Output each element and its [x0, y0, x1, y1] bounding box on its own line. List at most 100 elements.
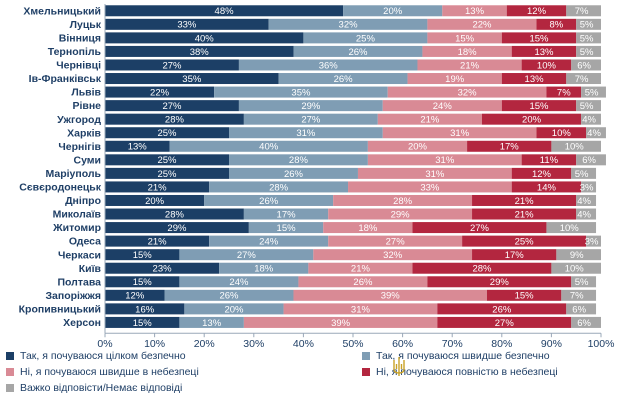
bar-value-label: 24%	[259, 237, 279, 248]
bar-segment	[283, 303, 438, 315]
bar-value-label: 9%	[570, 250, 584, 261]
bar-segment	[437, 303, 567, 315]
legend-label: Так, я почуваюся швидше безпечно	[376, 350, 550, 362]
bar-segment	[209, 181, 349, 193]
bar-segment	[105, 289, 165, 301]
bar-value-label: 31%	[450, 128, 470, 139]
bar-value-label: 15%	[515, 291, 535, 302]
bar-value-label: 4%	[577, 196, 591, 207]
bar-segment	[556, 249, 601, 261]
bar-value-label: 26%	[348, 47, 368, 58]
bar-value-label: 7%	[557, 87, 571, 98]
bar-value-label: 18%	[458, 47, 478, 58]
bar-value-label: 18%	[358, 223, 378, 234]
x-tick-label: 40%	[293, 338, 314, 350]
bar-segment	[472, 194, 577, 206]
bar-value-label: 27%	[470, 223, 490, 234]
bar-value-label: 28%	[269, 182, 289, 193]
bar-segment	[536, 127, 587, 139]
bar-value-label: 10%	[537, 60, 557, 71]
bar-segment	[105, 127, 229, 139]
bar-value-label: 15%	[133, 250, 153, 261]
category-label: Хмельницький	[23, 5, 101, 17]
bar-value-label: 27%	[386, 237, 406, 248]
bar-value-label: 19%	[445, 74, 465, 85]
x-tick-label: 30%	[243, 338, 264, 350]
bar-value-label: 32%	[458, 87, 478, 98]
bar-value-label: 31%	[425, 169, 445, 180]
bar-segment	[105, 276, 180, 288]
bar-segment	[105, 100, 239, 112]
bar-segment	[566, 303, 597, 315]
bar-value-label: 26%	[219, 291, 239, 302]
bar-segment	[472, 249, 557, 261]
bar-value-label: 39%	[331, 318, 351, 329]
bar-segment	[348, 181, 512, 193]
bar-segment	[481, 113, 582, 125]
bar-segment	[308, 262, 413, 274]
bar-segment	[367, 154, 522, 166]
legend-swatch	[362, 368, 370, 376]
x-tick-label: 60%	[392, 338, 413, 350]
bar-segment	[546, 222, 597, 234]
legend-swatch	[362, 352, 370, 360]
bar-segment	[551, 140, 601, 152]
bar-value-label: 27%	[495, 318, 515, 329]
bar-segment	[179, 249, 314, 261]
category-label: Тернопіль	[48, 46, 102, 58]
bar-value-label: 26%	[259, 196, 279, 207]
bar-segment	[229, 154, 368, 166]
bar-segment	[387, 86, 547, 98]
bar-value-label: 39%	[381, 291, 401, 302]
bar-value-label: 20%	[383, 6, 403, 17]
bar-value-label: 26%	[492, 304, 512, 315]
bar-segment	[427, 276, 572, 288]
bar-value-label: 28%	[472, 264, 492, 275]
x-tick-label: 80%	[491, 338, 512, 350]
bar-segment	[521, 59, 572, 71]
x-tick-label: 100%	[588, 338, 615, 350]
bar-value-label: 6%	[572, 304, 586, 315]
category-label: Сєвєродонецьк	[19, 182, 101, 194]
bar-value-label: 32%	[383, 250, 403, 261]
bar-value-label: 21%	[148, 237, 168, 248]
bar-segment	[243, 316, 438, 328]
category-label: Херсон	[63, 317, 101, 329]
legend-swatch	[6, 368, 14, 376]
bar-value-label: 5%	[580, 20, 594, 31]
category-label: Маріуполь	[45, 168, 101, 180]
bar-value-label: 10%	[552, 128, 572, 139]
bar-value-label: 27%	[301, 115, 321, 126]
bar-value-label: 21%	[148, 182, 168, 193]
bar-value-label: 13%	[525, 74, 545, 85]
bar-value-label: 27%	[237, 250, 257, 261]
bar-segment	[209, 235, 329, 247]
category-label: Житомир	[52, 222, 101, 234]
bar-segment	[581, 86, 606, 98]
category-label: Київ	[79, 263, 102, 275]
bar-value-label: 18%	[254, 264, 274, 275]
bar-value-label: 5%	[575, 277, 589, 288]
bar-value-label: 3%	[585, 237, 599, 248]
bar-segment	[501, 32, 577, 44]
bar-segment	[571, 276, 597, 288]
bar-value-label: 26%	[284, 169, 304, 180]
bar-segment	[586, 127, 606, 139]
bar-value-label: 27%	[162, 60, 182, 71]
legend-label: Важко відповісти/Немає відповіді	[20, 382, 183, 394]
bar-segment	[546, 86, 582, 98]
bar-value-label: 15%	[529, 33, 549, 44]
bar-segment	[179, 316, 244, 328]
bar-segment	[105, 73, 279, 85]
bar-value-label: 20%	[522, 115, 542, 126]
x-tick-label: 90%	[541, 338, 562, 350]
bar-value-label: 25%	[157, 128, 177, 139]
bar-value-label: 11%	[540, 155, 559, 166]
category-label: Чернігів	[58, 141, 101, 153]
bar-value-label: 15%	[133, 277, 153, 288]
bar-value-label: 13%	[534, 47, 554, 58]
bar-value-label: 26%	[334, 74, 354, 85]
bar-segment	[412, 222, 547, 234]
bar-value-label: 13%	[465, 6, 485, 17]
